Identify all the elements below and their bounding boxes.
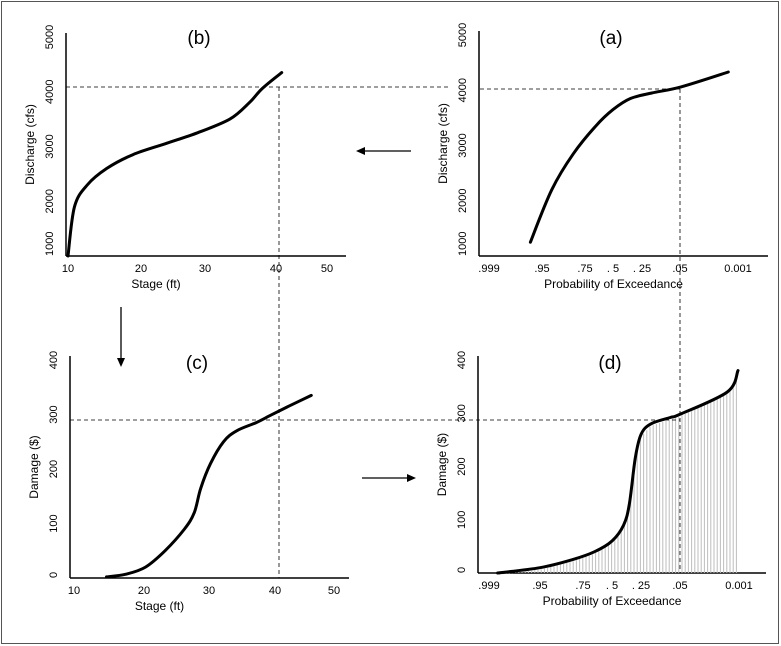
panel-a-x-axis-label: Probability of Exceedance [544, 277, 683, 291]
panel-a-x-tick-label: . 25 [633, 263, 651, 275]
panel-a-y-tick-label: 5000 [457, 23, 469, 47]
panel-d-x-tick-label: .999 [478, 580, 499, 592]
panel-d-x-tick-label: .75 [575, 580, 590, 592]
panel-d-x-tick-label: . 5 [606, 580, 618, 592]
panel-c-x-tick-label: 30 [203, 585, 215, 597]
panel-c-y-tick-label: 100 [48, 514, 60, 532]
panel-b-x-tick-label: 10 [62, 263, 74, 275]
panel-d-y-tick-label: 100 [456, 511, 468, 529]
panel-c-x-tick-label: 10 [68, 585, 80, 597]
panel-c-x-tick-label: 40 [269, 585, 281, 597]
panel-b-x-tick-label: 30 [199, 263, 211, 275]
panel-c-y-tick-label: 200 [48, 460, 60, 478]
panel-d-damage-frequency: (d) .999 .95 .75 . 5 . 25 .05 0.001 Probability … [435, 351, 766, 608]
panel-a-title: (a) [599, 28, 622, 49]
panel-b-stage-discharge: (b) 10 20 30 40 50 Stage (ft) 1000 2000 3000 4000 5… [23, 25, 346, 291]
panel-a-discharge-frequency: (a) .999 .95 .75 . 5 . 25 .05 0.001 Probability … [436, 23, 768, 291]
panel-d-x-tick-label: .05 [672, 580, 687, 592]
panel-b-x-tick-label: 20 [135, 263, 147, 275]
panel-a-x-tick-label: .75 [577, 263, 592, 275]
connector-lines [66, 86, 681, 578]
arrow-c-to-d-head [407, 474, 416, 482]
panel-c-y-tick-label: 400 [48, 351, 60, 369]
panel-c-y-tick-label: 0 [48, 572, 60, 578]
panel-a-x-tick-label: .05 [672, 263, 687, 275]
panel-c-x-axis-label: Stage (ft) [135, 599, 184, 613]
panel-a-x-tick-label: .999 [478, 263, 499, 275]
panel-b-y-tick-label: 3000 [44, 134, 56, 158]
panel-d-y-tick-label: 0 [456, 567, 468, 573]
arrow-a-to-b-head [356, 147, 365, 155]
panel-d-x-axis-label: Probability of Exceedance [543, 594, 682, 608]
panel-b-x-axis-label: Stage (ft) [131, 277, 180, 291]
panel-d-x-tick-label: . 25 [632, 580, 650, 592]
panel-c-title: (c) [186, 353, 208, 374]
panel-b-y-tick-label: 5000 [44, 25, 56, 49]
panel-c-x-tick-label: 20 [138, 585, 150, 597]
panel-b-data-curve [66, 71, 284, 258]
panel-b-y-axis-label: Discharge (cfs) [23, 104, 37, 185]
panel-c-x-tick-label: 50 [328, 585, 340, 597]
panel-a-data-curve [528, 70, 730, 244]
panel-a-y-tick-label: 4000 [457, 78, 469, 102]
panel-a-y-tick-label: 1000 [457, 232, 469, 256]
panel-b-y-tick-label: 2000 [44, 189, 56, 213]
panel-a-y-tick-label: 2000 [457, 189, 469, 213]
panel-a-x-tick-label: . 5 [607, 263, 619, 275]
panel-d-y-tick-label: 200 [456, 457, 468, 475]
panel-d-shaded-area [499, 375, 737, 575]
panel-a-x-tick-label: 0.001 [724, 263, 752, 275]
panel-d-title: (d) [598, 353, 621, 374]
panel-d-x-tick-label: .95 [532, 580, 547, 592]
panel-c-y-tick-label: 300 [48, 405, 60, 423]
panel-d-x-tick-label: 0.001 [725, 580, 753, 592]
panel-d-y-tick-label: 300 [456, 404, 468, 422]
panel-d-data-curve [496, 369, 740, 575]
panel-d-y-axis-label: Damage ($) [435, 433, 449, 496]
panel-c-data-curve [105, 393, 313, 579]
panel-b-x-tick-label: 40 [270, 263, 282, 275]
panel-a-x-tick-label: .95 [534, 263, 549, 275]
panel-d-y-tick-label: 400 [456, 351, 468, 369]
panel-c-y-axis-label: Damage ($) [27, 435, 41, 498]
panel-b-y-tick-label: 4000 [44, 80, 56, 104]
arrow-b-to-c-head [117, 358, 125, 367]
panel-a-y-axis-label: Discharge (cfs) [436, 103, 450, 184]
panel-a-y-tick-label: 3000 [457, 133, 469, 157]
panel-b-x-tick-label: 50 [321, 263, 333, 275]
panel-b-title: (b) [187, 28, 210, 49]
panel-b-y-tick-label: 1000 [44, 232, 56, 256]
panel-c-stage-damage: (c) 10 20 30 40 50 Stage (ft) 0 100 200 300 400 Dama… [27, 351, 349, 613]
